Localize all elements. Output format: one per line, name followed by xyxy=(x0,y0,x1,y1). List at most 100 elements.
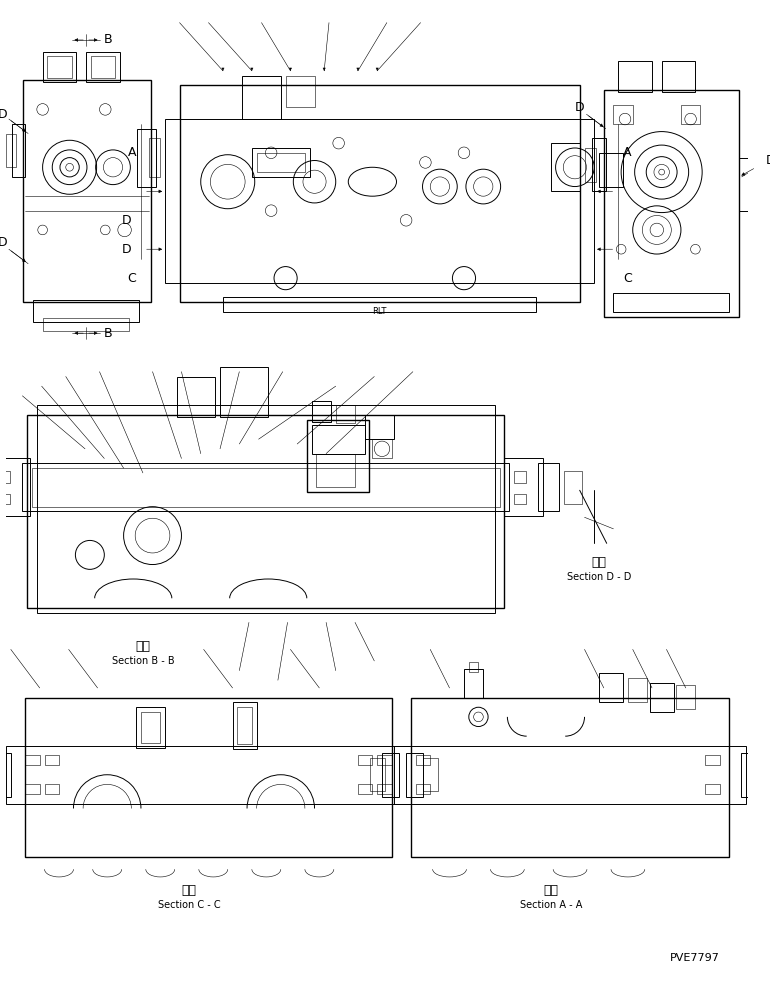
Bar xyxy=(618,61,652,92)
Bar xyxy=(741,753,758,797)
Bar xyxy=(0,458,30,516)
Bar xyxy=(614,293,729,312)
Bar xyxy=(758,758,770,791)
Bar xyxy=(464,668,484,697)
Bar xyxy=(661,61,695,92)
Text: PVE7797: PVE7797 xyxy=(670,953,719,963)
Bar xyxy=(252,148,310,177)
Bar xyxy=(45,755,59,765)
Bar xyxy=(22,463,509,512)
Bar xyxy=(599,673,623,702)
Bar xyxy=(514,471,526,483)
Bar xyxy=(91,57,115,78)
Text: D: D xyxy=(122,243,132,256)
Text: RLT: RLT xyxy=(372,308,387,317)
Bar xyxy=(316,453,355,487)
Bar xyxy=(0,494,10,504)
Bar xyxy=(551,143,580,191)
Bar xyxy=(243,76,281,120)
Text: 断面: 断面 xyxy=(591,556,607,569)
Bar xyxy=(738,157,756,210)
Bar xyxy=(6,746,411,804)
Text: B: B xyxy=(104,34,112,47)
Bar xyxy=(12,124,25,177)
Bar xyxy=(599,152,623,186)
Bar xyxy=(176,376,215,417)
Text: A: A xyxy=(623,146,631,159)
Bar xyxy=(33,301,139,322)
Bar xyxy=(179,86,580,302)
Bar xyxy=(365,415,393,439)
Bar xyxy=(564,471,581,504)
Bar xyxy=(628,678,648,702)
Text: 断面: 断面 xyxy=(136,640,150,653)
Bar xyxy=(424,758,438,791)
Text: B: B xyxy=(104,327,112,340)
Bar xyxy=(416,785,430,794)
Bar xyxy=(614,105,633,124)
Bar xyxy=(312,424,365,453)
Bar xyxy=(23,81,151,302)
Bar xyxy=(223,298,536,312)
Bar xyxy=(592,138,606,191)
Bar xyxy=(416,755,430,765)
Bar xyxy=(514,494,526,504)
Text: D: D xyxy=(0,236,7,249)
Bar xyxy=(149,138,160,177)
Text: 断面: 断面 xyxy=(182,883,196,897)
Text: Section A - A: Section A - A xyxy=(520,900,582,910)
Bar xyxy=(32,468,500,507)
Bar xyxy=(0,471,10,483)
Bar xyxy=(37,405,495,613)
Bar xyxy=(136,707,165,748)
Bar xyxy=(6,133,15,167)
Bar xyxy=(42,318,129,332)
Bar xyxy=(377,755,392,765)
Bar xyxy=(86,52,120,83)
Bar xyxy=(650,683,675,712)
Text: C: C xyxy=(623,272,632,285)
Bar xyxy=(45,785,59,794)
Text: C: C xyxy=(127,272,136,285)
Bar xyxy=(377,785,392,794)
Text: D: D xyxy=(122,214,132,227)
Bar xyxy=(25,785,40,794)
Bar xyxy=(220,367,268,417)
Text: 断面: 断面 xyxy=(544,883,558,897)
Bar xyxy=(393,746,745,804)
Bar xyxy=(306,420,370,492)
Text: D: D xyxy=(0,108,7,121)
Text: D: D xyxy=(575,101,584,114)
Bar xyxy=(0,753,11,797)
Bar xyxy=(312,400,331,422)
Text: D: D xyxy=(766,154,770,167)
Bar xyxy=(538,463,560,512)
Bar xyxy=(406,753,424,797)
Bar xyxy=(705,785,719,794)
Bar xyxy=(25,697,392,857)
Bar xyxy=(137,128,156,186)
Bar xyxy=(256,152,305,172)
Bar xyxy=(584,148,596,181)
Text: A: A xyxy=(128,146,136,159)
Bar xyxy=(25,755,40,765)
Bar xyxy=(705,755,719,765)
Bar xyxy=(469,662,478,671)
Bar xyxy=(42,52,76,83)
Text: Section C - C: Section C - C xyxy=(158,900,220,910)
Text: Section D - D: Section D - D xyxy=(567,572,631,582)
Bar xyxy=(358,755,373,765)
Bar xyxy=(373,439,392,458)
Bar xyxy=(165,120,594,283)
Bar xyxy=(681,105,700,124)
Bar xyxy=(411,697,729,857)
Bar xyxy=(27,415,504,608)
Bar xyxy=(504,458,543,516)
Bar xyxy=(48,57,72,78)
Bar xyxy=(676,685,695,709)
Bar xyxy=(286,76,314,107)
Bar xyxy=(604,90,738,317)
Bar xyxy=(237,707,252,744)
Bar xyxy=(336,405,355,422)
Bar xyxy=(370,758,385,791)
